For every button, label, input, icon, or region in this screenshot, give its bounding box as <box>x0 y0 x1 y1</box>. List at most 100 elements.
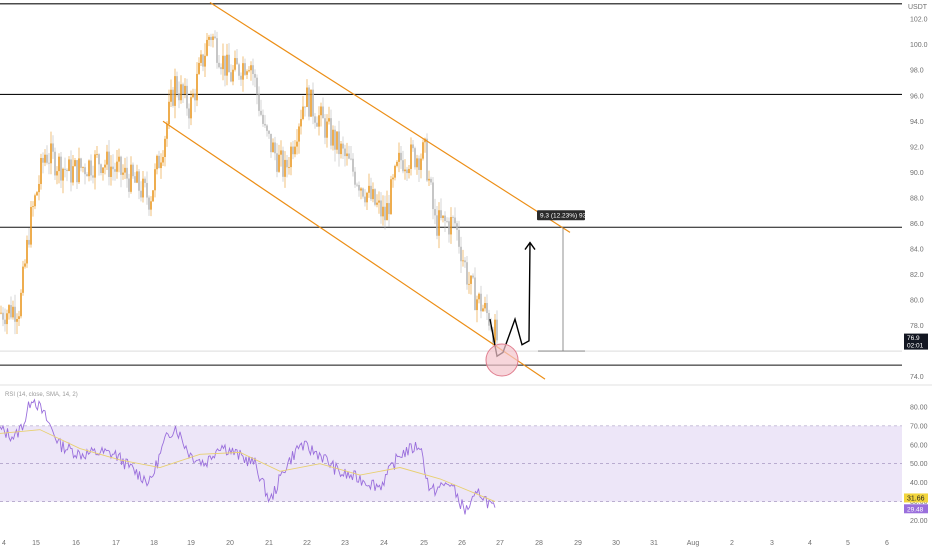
candle <box>76 159 78 190</box>
candle-body <box>206 39 208 56</box>
candle <box>240 72 242 86</box>
candle <box>342 136 344 159</box>
candle <box>128 173 130 198</box>
candle-body <box>264 123 266 126</box>
candle <box>10 296 12 320</box>
candle-body <box>182 84 184 94</box>
candle-body <box>356 184 358 186</box>
candle-body <box>428 178 430 181</box>
candle-body <box>446 220 448 222</box>
candle-body <box>176 76 178 94</box>
candle <box>102 167 104 181</box>
countdown-value: 02:01 <box>907 343 924 350</box>
candle <box>326 114 328 148</box>
candle <box>78 147 80 185</box>
candle-body <box>274 142 276 154</box>
candle <box>432 177 434 220</box>
candle-body <box>320 106 322 116</box>
candle-body <box>230 72 232 82</box>
candle <box>148 195 150 216</box>
candle-body <box>324 118 326 138</box>
candle-body <box>218 62 220 68</box>
candle <box>452 215 454 229</box>
candle <box>370 177 372 201</box>
candle <box>24 259 26 269</box>
rsi-indicator-label: RSI (14, close, SMA, 14, 2) <box>5 392 78 398</box>
rsi-sma-line <box>0 429 496 503</box>
candle <box>404 159 406 180</box>
candle <box>70 150 72 192</box>
time-tick-label: 21 <box>265 540 273 547</box>
candle-body <box>30 206 32 245</box>
candle-body <box>190 97 192 119</box>
candle <box>448 217 450 243</box>
candle-body <box>168 101 170 125</box>
candle <box>218 54 220 69</box>
candle-body <box>224 55 226 76</box>
candle-body <box>18 316 20 319</box>
candle-body <box>322 106 324 119</box>
candle-body <box>26 239 28 264</box>
current-price-box <box>904 333 928 350</box>
candle <box>450 207 452 244</box>
candle-body <box>132 164 134 177</box>
candle-body <box>216 38 218 63</box>
candle <box>428 170 430 186</box>
candle <box>138 169 140 200</box>
time-tick-label: Aug <box>687 540 700 547</box>
candle <box>224 55 226 87</box>
candle <box>106 144 108 171</box>
candle-body <box>486 303 488 314</box>
measure-tool[interactable]: 9.3 (12.23%) 93 <box>537 210 587 352</box>
channel-lower-line <box>162 120 546 380</box>
candle <box>316 116 318 127</box>
candle-body <box>312 89 314 117</box>
candle <box>6 309 8 335</box>
candle <box>64 157 66 178</box>
candle <box>8 304 10 320</box>
candle <box>160 153 162 179</box>
candle <box>340 140 342 159</box>
candle-body <box>126 167 128 179</box>
rsi-value-box <box>904 493 928 503</box>
candle <box>216 31 218 69</box>
candle <box>4 308 6 332</box>
price-tick-label: 102.0 <box>910 17 928 24</box>
candle <box>330 109 332 150</box>
candle-body <box>146 182 148 198</box>
candle-body <box>382 206 384 217</box>
candle-body <box>380 200 382 217</box>
candle <box>324 114 326 145</box>
candle <box>34 193 36 210</box>
candle-body <box>240 75 242 80</box>
candle <box>248 66 250 73</box>
time-tick-label: 25 <box>420 540 428 547</box>
candle-body <box>258 94 260 111</box>
candle <box>82 166 84 173</box>
price-levels <box>0 3 902 366</box>
candle <box>362 187 364 199</box>
candle-body <box>196 73 198 101</box>
candle <box>88 159 90 182</box>
candle <box>348 145 350 160</box>
candle-body <box>212 36 214 41</box>
price-tick-label: 84.0 <box>910 246 924 253</box>
candle <box>272 138 274 153</box>
candle-body <box>370 185 372 200</box>
candle-body <box>430 178 432 183</box>
time-tick-label: 15 <box>32 540 40 547</box>
candle-body <box>458 229 460 247</box>
candle <box>44 149 46 167</box>
candle <box>460 236 462 274</box>
candle-body <box>36 192 38 196</box>
candle <box>416 154 418 175</box>
candle-body <box>332 129 334 146</box>
support-highlight-circle <box>485 343 519 377</box>
candle-body <box>396 161 398 166</box>
candle <box>252 58 254 86</box>
candle-body <box>318 115 320 127</box>
candle <box>304 106 306 117</box>
candle <box>290 142 292 176</box>
candle-body <box>184 85 186 94</box>
